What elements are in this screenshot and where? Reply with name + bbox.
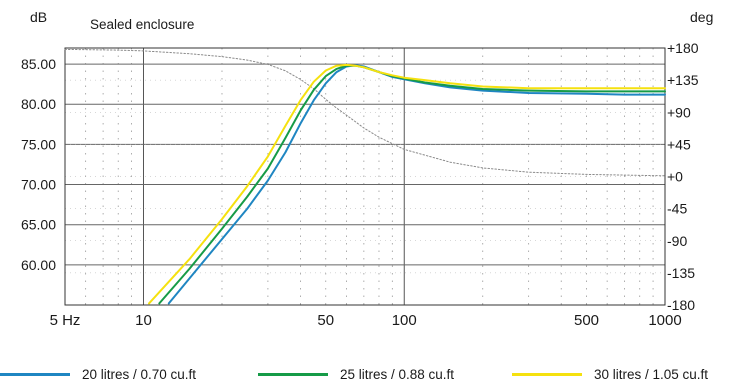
y-right-tick-label: -180 [667, 297, 695, 313]
x-axis-ticks: 5 Hz 10 50 100 500 1000 [50, 312, 682, 329]
y-tick-label: 70.00 [21, 177, 56, 193]
x-tick-label: 100 [392, 312, 417, 329]
legend-label: 30 litres / 1.05 cu.ft [594, 367, 708, 382]
y-right-tick-label: -135 [667, 265, 695, 281]
x-tick-label: 500 [574, 312, 599, 329]
legend-swatch-blue [0, 373, 70, 376]
legend-swatch-green [258, 373, 328, 376]
y-right-tick-label: +135 [667, 72, 699, 88]
y-right-tick-label: +90 [667, 104, 691, 120]
legend-label: 20 litres / 0.70 cu.ft [82, 367, 196, 382]
y-right-tick-label: +45 [667, 136, 691, 152]
y-tick-label: 65.00 [21, 217, 56, 233]
x-tick-label: 1000 [648, 312, 681, 329]
y-tick-label: 75.00 [21, 136, 56, 152]
y-right-tick-label: -45 [667, 201, 687, 217]
y-tick-label: 60.00 [21, 257, 56, 273]
legend-item-30-litres: 30 litres / 1.05 cu.ft [512, 367, 708, 382]
chart-title: Sealed enclosure [90, 17, 194, 32]
x-tick-label: 5 Hz [50, 312, 81, 329]
chart-legend: 20 litres / 0.70 cu.ft 25 litres / 0.88 … [0, 367, 734, 386]
legend-swatch-yellow [512, 373, 582, 376]
left-axis-ticks: 85.00 80.00 75.00 70.00 65.00 60.00 [21, 56, 56, 273]
legend-item-20-litres: 20 litres / 0.70 cu.ft [0, 367, 196, 382]
left-axis-unit: dB [30, 9, 47, 25]
right-axis-ticks: +180 +135 +90 +45 +0 -45 -90 -135 -180 [667, 40, 699, 313]
chart-grid [65, 48, 665, 305]
y-right-tick-label: -90 [667, 233, 687, 249]
y-right-tick-label: +0 [667, 169, 683, 185]
y-tick-label: 80.00 [21, 96, 56, 112]
y-tick-label: 85.00 [21, 56, 56, 72]
x-tick-label: 50 [317, 312, 334, 329]
y-right-tick-label: +180 [667, 40, 699, 56]
right-axis-unit: deg [690, 9, 713, 25]
x-tick-label: 10 [135, 312, 152, 329]
legend-label: 25 litres / 0.88 cu.ft [340, 367, 454, 382]
legend-item-25-litres: 25 litres / 0.88 cu.ft [258, 367, 454, 382]
